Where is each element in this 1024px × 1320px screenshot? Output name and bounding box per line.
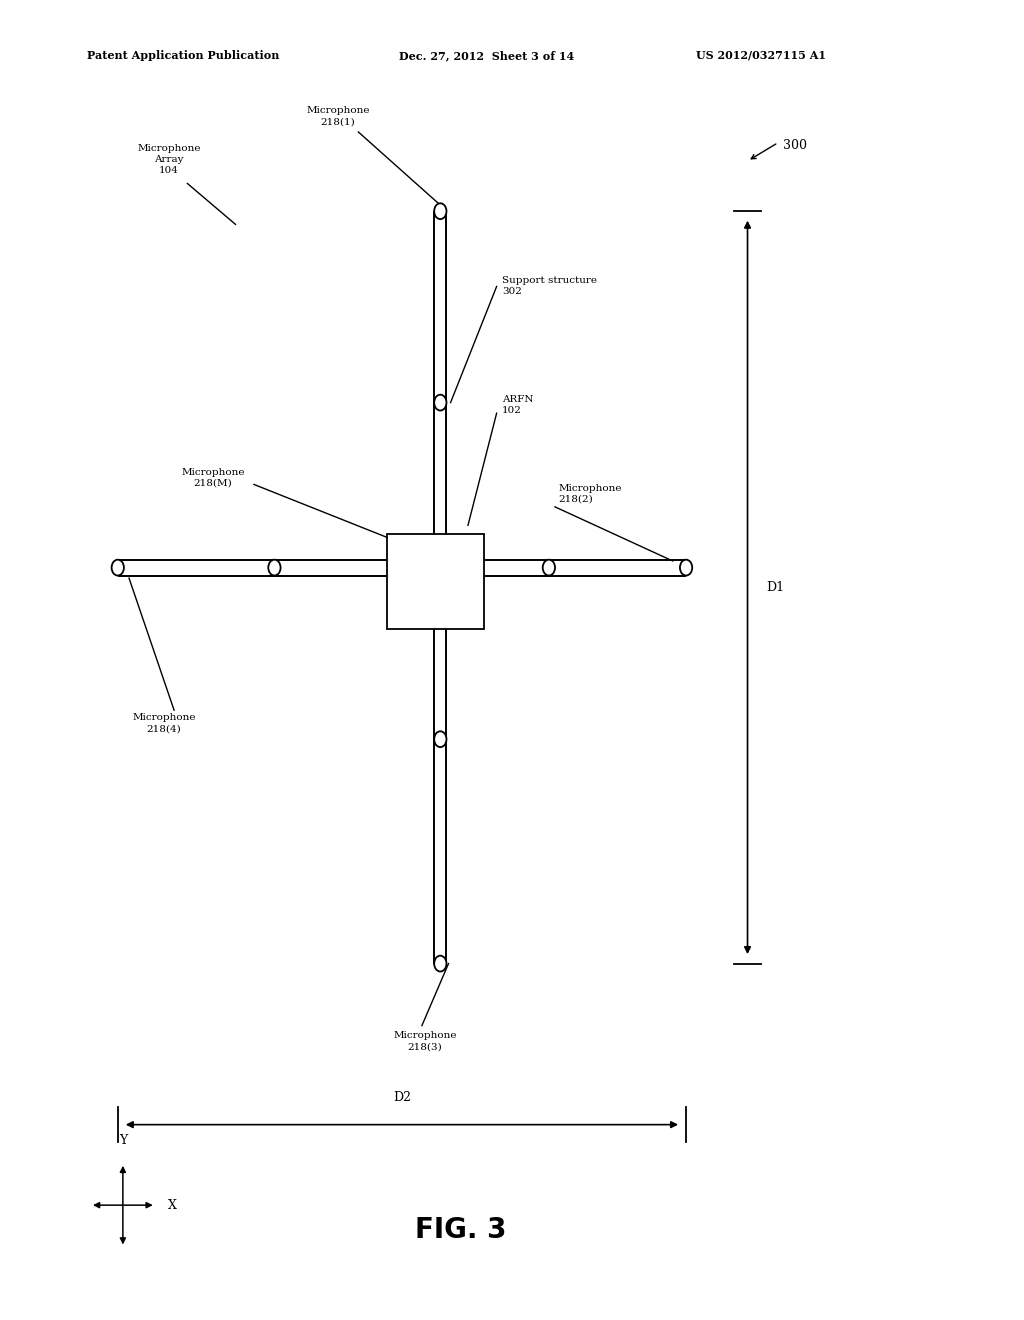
Text: Microphone
218(4): Microphone 218(4) (132, 713, 196, 734)
Text: D2: D2 (393, 1090, 411, 1104)
Text: Microphone
218(M): Microphone 218(M) (181, 467, 245, 488)
Text: Microphone
Array
104: Microphone Array 104 (137, 144, 201, 176)
Circle shape (434, 956, 446, 972)
Text: Patent Application Publication: Patent Application Publication (87, 50, 280, 61)
Circle shape (434, 203, 446, 219)
Text: X: X (168, 1199, 177, 1212)
Text: Support structure
302: Support structure 302 (502, 276, 597, 297)
Circle shape (268, 560, 281, 576)
Text: FIG. 3: FIG. 3 (415, 1216, 507, 1245)
Text: Dec. 27, 2012  Sheet 3 of 14: Dec. 27, 2012 Sheet 3 of 14 (399, 50, 574, 61)
Text: 300: 300 (783, 139, 807, 152)
Text: Microphone
218(2): Microphone 218(2) (558, 483, 622, 504)
Text: Microphone
218(3): Microphone 218(3) (393, 1031, 457, 1052)
Circle shape (680, 560, 692, 576)
Bar (387, 535, 484, 630)
Text: ARFN
102: ARFN 102 (502, 395, 534, 416)
Circle shape (543, 560, 555, 576)
Circle shape (434, 395, 446, 411)
Text: US 2012/0327115 A1: US 2012/0327115 A1 (696, 50, 826, 61)
Circle shape (112, 560, 124, 576)
Text: Y: Y (119, 1134, 127, 1147)
Text: Microphone
218(1): Microphone 218(1) (306, 106, 370, 127)
Text: D1: D1 (766, 581, 784, 594)
Circle shape (434, 731, 446, 747)
